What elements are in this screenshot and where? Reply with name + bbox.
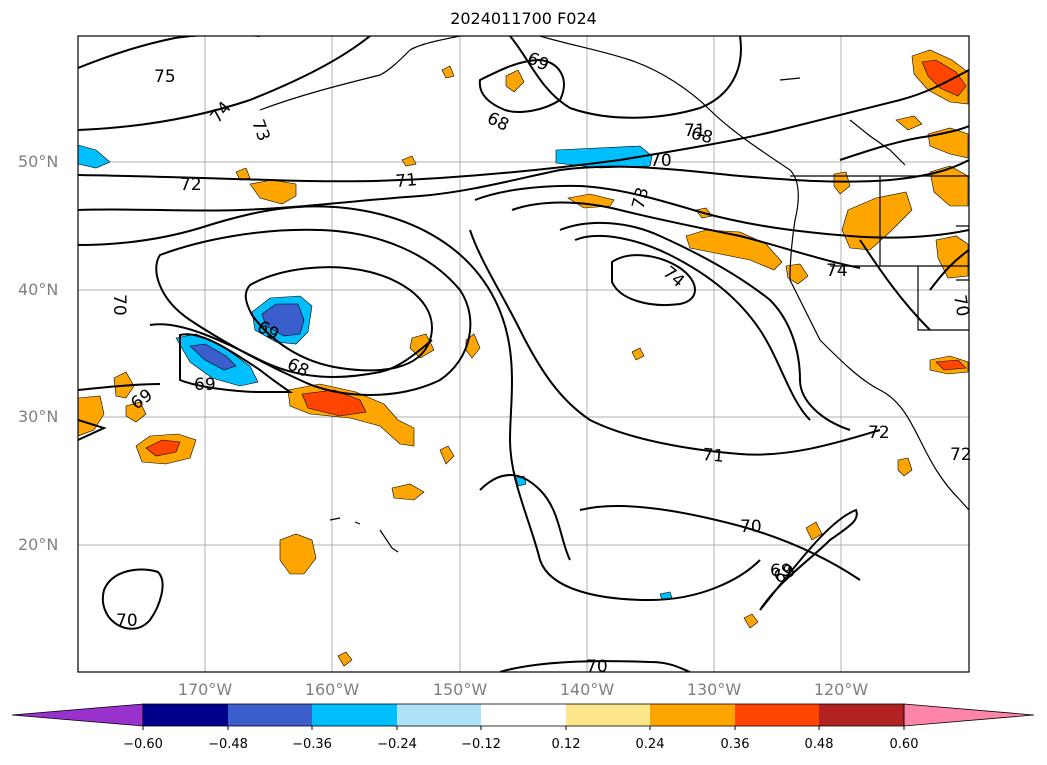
lat-label-30n: 30°N (18, 407, 59, 426)
lon-label-170w: 170°W (177, 680, 233, 699)
contour-label: 72 (180, 175, 202, 195)
contour-label: 69 (770, 561, 792, 581)
contour-label: 69 (194, 375, 216, 395)
contour-label: 70 (740, 517, 762, 537)
contour-label: 74 (207, 98, 236, 127)
map-frame (77, 35, 970, 673)
lon-label-130w: 130°W (686, 680, 742, 699)
lat-label-50n: 50°N (18, 152, 59, 171)
contour-label: 70 (949, 293, 972, 318)
colorbar-segment (312, 704, 397, 726)
colorbar (11, 703, 1035, 730)
height-contours (78, 36, 969, 672)
shaded-anomalies (78, 49, 969, 667)
colorbar-tick: 0.36 (720, 737, 750, 752)
colorbar-tick: −0.48 (208, 737, 248, 752)
contour-label: 73 (629, 185, 654, 211)
contour-label: 69 (524, 48, 552, 75)
colorbar-tick: 0.48 (804, 737, 834, 752)
colorbar-segment (566, 704, 650, 726)
contour-label: 72 (950, 445, 972, 465)
neg-anomaly-gulf (555, 145, 653, 169)
colorbar-frame (142, 703, 905, 727)
colorbar-segment (481, 704, 566, 726)
contour-label: 74 (659, 263, 688, 292)
lat-label-40n: 40°N (18, 280, 59, 299)
colorbar-extend-low (11, 703, 144, 727)
contour-label: 72 (868, 423, 890, 443)
contour-label: 75 (154, 67, 176, 87)
colorbar-extend-high (903, 703, 1035, 727)
lon-label-140w: 140°W (559, 680, 615, 699)
contour-label: 73 (247, 117, 273, 144)
lat-label-20n: 20°N (18, 535, 59, 554)
contour-label: 70 (650, 151, 672, 171)
colorbar-segment (143, 704, 228, 726)
colorbar-tick: −0.24 (377, 737, 417, 752)
colorbar-tick: −0.60 (123, 737, 163, 752)
coastlines (259, 36, 969, 553)
lon-label-160w: 160°W (304, 680, 360, 699)
contour-label: 71 (684, 121, 706, 141)
contour-label: 70 (109, 294, 129, 316)
colorbar-tick: 0.12 (551, 737, 581, 752)
lon-label-120w: 120°W (813, 680, 869, 699)
contour-label: 74 (826, 261, 848, 281)
graticule (78, 36, 969, 672)
colorbar-tick: 0.60 (889, 737, 919, 752)
colorbar-tick: −0.36 (292, 737, 332, 752)
colorbar-tick: 0.24 (635, 737, 665, 752)
lon-label-150w: 150°W (432, 680, 488, 699)
colorbar-segment (735, 704, 819, 726)
contour-label: 68 (484, 108, 512, 135)
map-title: 2024011700 F024 (450, 9, 597, 28)
colorbar-tick: −0.12 (461, 737, 501, 752)
contour-label: 71 (395, 170, 418, 192)
colorbar-segment (228, 704, 312, 726)
colorbar-segment (650, 704, 735, 726)
contour-label: 71 (702, 445, 725, 467)
contour-label: 70 (116, 611, 138, 631)
colorbar-segment (819, 704, 904, 726)
contour-label: 70 (586, 657, 608, 677)
colorbar-segment (397, 704, 481, 726)
